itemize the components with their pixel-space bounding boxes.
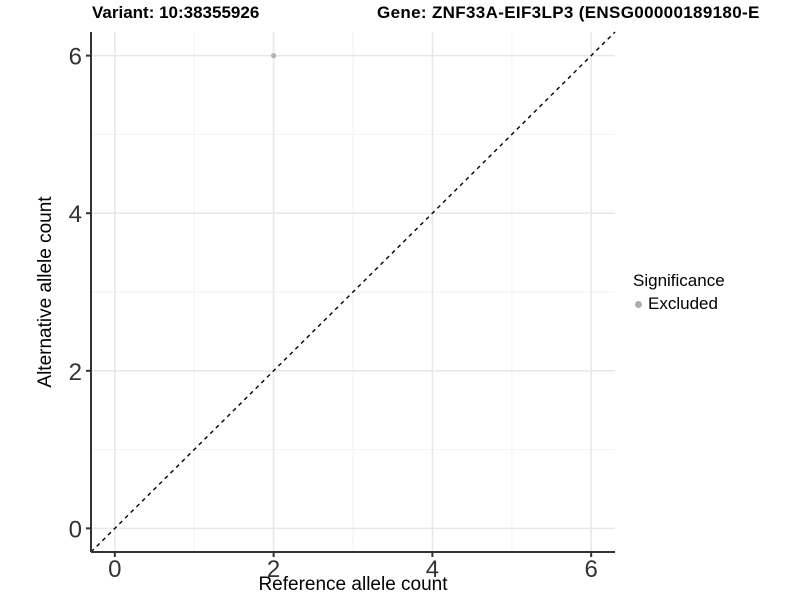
plot-title-variant: Variant: 10:38355926 (92, 3, 260, 22)
x-tick-label: 6 (585, 556, 598, 583)
legend-item-label: Excluded (648, 294, 718, 313)
data-point-excluded (271, 53, 277, 59)
x-tick-label: 2 (267, 556, 280, 583)
x-tick-label: 0 (108, 556, 121, 583)
y-tick-label: 2 (69, 359, 82, 386)
plot-title-gene: Gene: ZNF33A-EIF3LP3 (ENSG00000189180-E (377, 3, 760, 22)
legend: Significance Excluded (633, 271, 725, 314)
y-tick-label: 4 (69, 201, 82, 228)
identity-reference-line (90, 31, 616, 553)
legend-point-icon (635, 300, 642, 308)
y-tick-label: 0 (69, 516, 82, 543)
y-tick-label: 6 (69, 44, 82, 71)
legend-title: Significance (633, 271, 725, 290)
x-tick-label: 4 (426, 556, 439, 583)
x-axis-title: Reference allele count (258, 574, 448, 595)
legend-item-excluded: Excluded (633, 294, 725, 314)
y-axis-title: Alternative allele count (35, 196, 56, 388)
